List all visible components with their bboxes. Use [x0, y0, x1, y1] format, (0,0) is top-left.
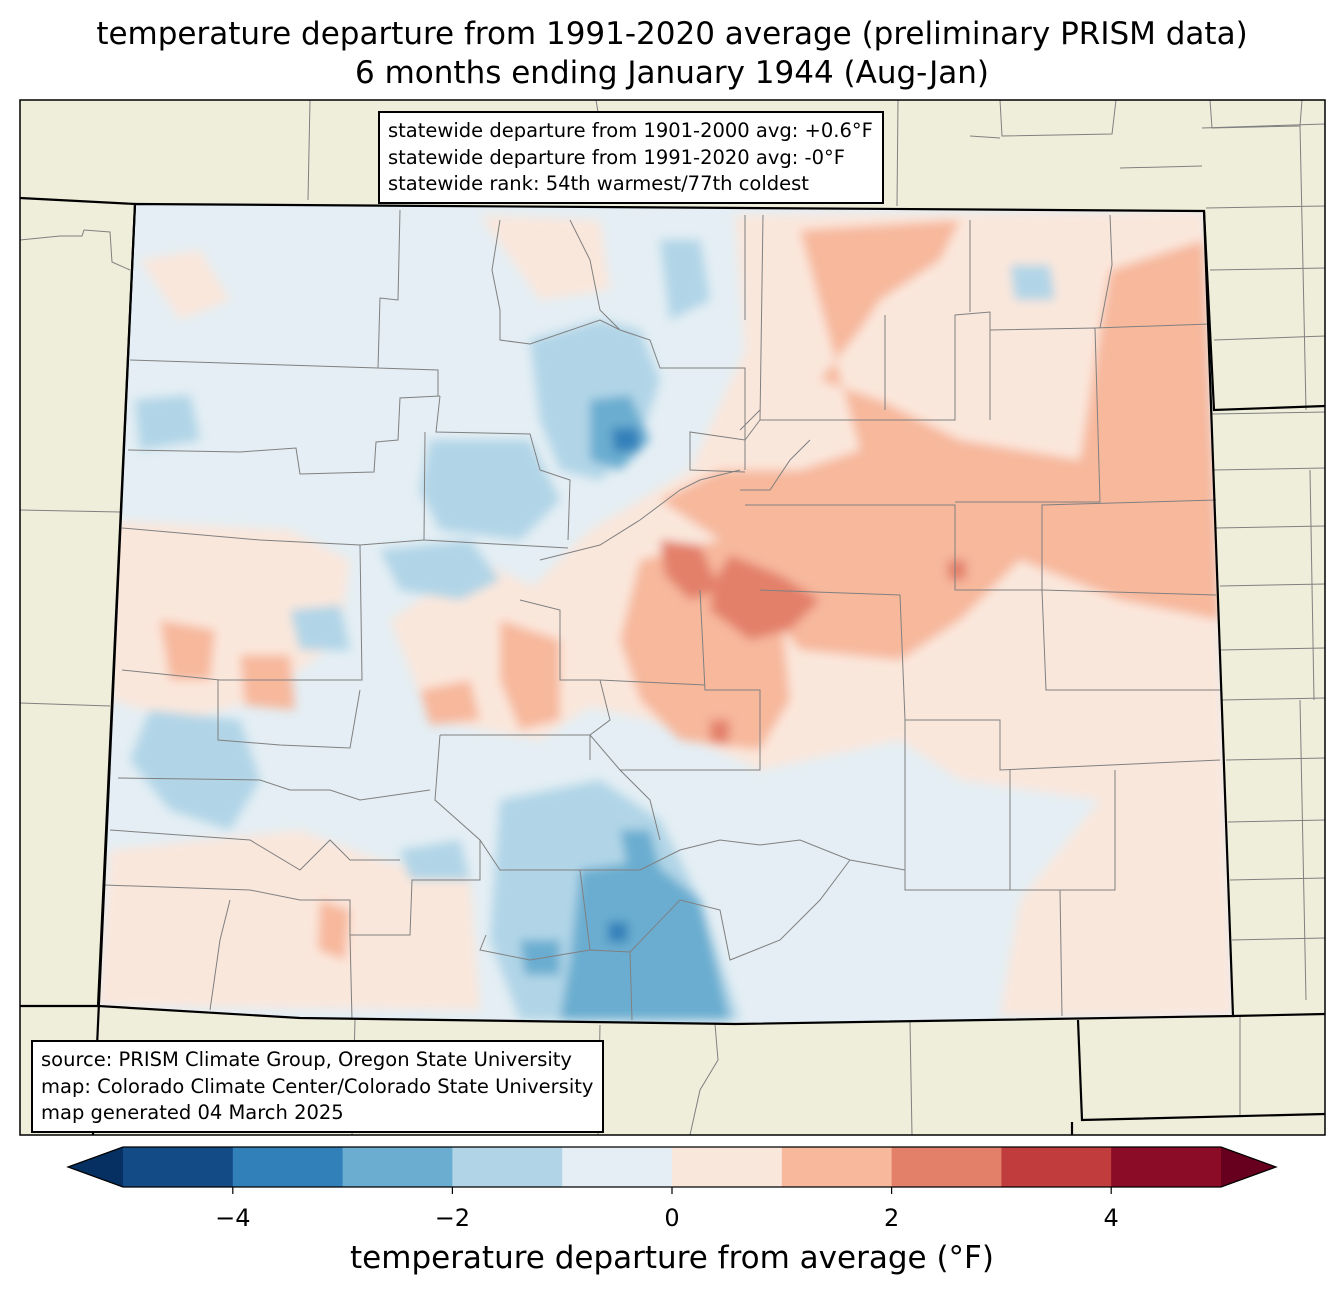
colorbar-bin	[452, 1147, 563, 1187]
statewide-stats-box: statewide departure from 1901-2000 avg: …	[378, 111, 884, 204]
stats-rank: statewide rank: 54th warmest/77th coldes…	[388, 172, 809, 195]
stats-departure-1991-2020: statewide departure from 1991-2020 avg: …	[388, 145, 845, 169]
colorbar-bin	[891, 1147, 1002, 1187]
colorbar-bin	[1001, 1147, 1112, 1187]
colorbar-tick-label: 0	[664, 1204, 680, 1232]
county-lines	[103, 209, 1221, 1021]
map-frame	[20, 100, 1325, 1135]
colorbar-tick-label: 4	[1103, 1204, 1119, 1232]
colorbar-tick-label: −2	[434, 1204, 471, 1232]
map-generated-line: map generated 04 March 2025	[41, 1101, 344, 1124]
colorbar-over-arrow	[1221, 1147, 1276, 1187]
colorbar-bin	[672, 1147, 783, 1187]
colorbar-label: temperature departure from average (°F)	[350, 1240, 994, 1276]
colorbar-bin	[232, 1147, 344, 1187]
colorbar-bin	[781, 1147, 893, 1187]
colorbar-tick-label: −4	[215, 1204, 251, 1232]
colorbar-bin	[123, 1147, 234, 1187]
colorbar-outline	[66, 1146, 1278, 1188]
map-credit-line: map: Colorado Climate Center/Colorado St…	[41, 1074, 594, 1098]
colorbar	[66, 1146, 1278, 1194]
colorbar-bin	[342, 1147, 453, 1187]
colorbar-under-arrow	[68, 1147, 123, 1187]
source-box: source: PRISM Climate Group, Oregon Stat…	[31, 1040, 605, 1133]
colorbar-bin	[1111, 1147, 1222, 1187]
map-subtitle: 6 months ending January 1944 (Aug-Jan)	[355, 55, 989, 91]
colorbar-tick-label: 2	[883, 1204, 900, 1232]
temperature-field	[98, 204, 1233, 1024]
state-borders	[20, 196, 1325, 1135]
map-title: temperature departure from 1991-2020 ave…	[96, 16, 1248, 52]
stats-departure-1901-2000: statewide departure from 1901-2000 avg: …	[388, 119, 873, 142]
source-line: source: PRISM Climate Group, Oregon Stat…	[41, 1048, 572, 1071]
colorbar-bin	[562, 1147, 673, 1187]
map-border	[19, 99, 1326, 1136]
